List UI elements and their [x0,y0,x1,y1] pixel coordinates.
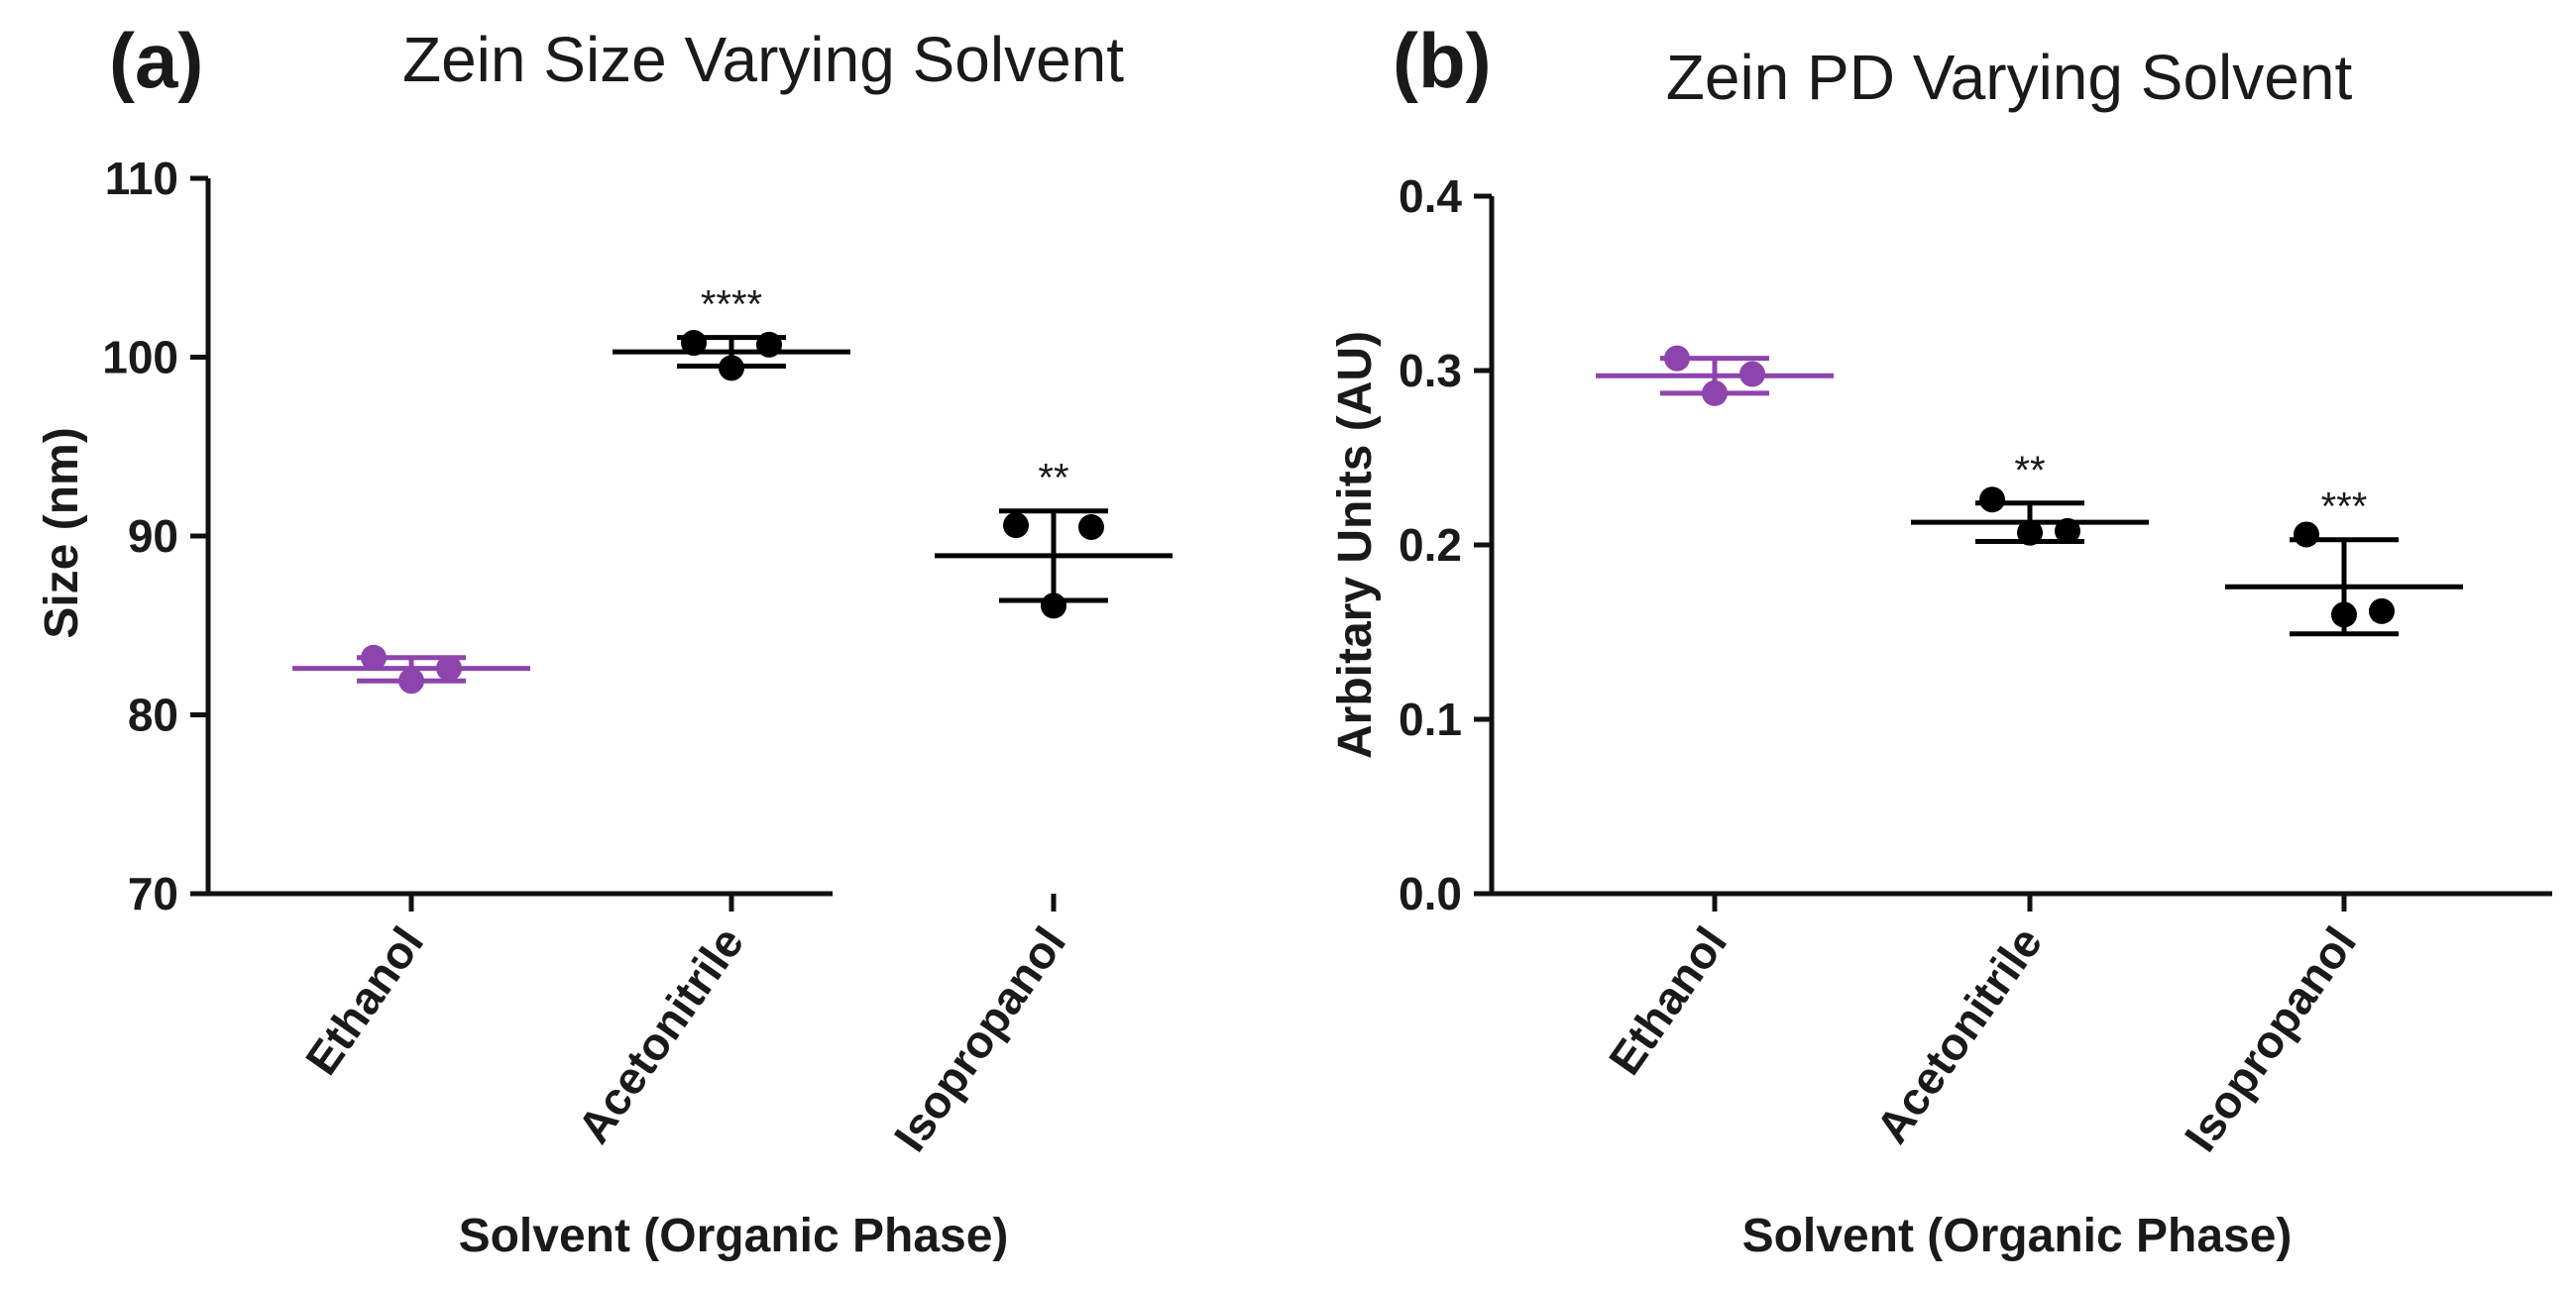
panel-b-data-point [2331,601,2357,628]
panel-a-x-axis-label: Solvent (Organic Phase) [459,1210,1009,1262]
panel-a-y-axis-label: Size (nm) [36,427,88,638]
panel-b-y-tick-label: 0.1 [1399,694,1462,745]
panel-b-y-axis-label: Arbitary Units (AU) [1329,331,1382,759]
panel-a-label: (a) [109,17,203,104]
panel-a-y-tick-label: 110 [105,153,178,204]
panel-a-y-tick-label: 100 [102,332,178,383]
panel-a-x-tick-label: Ethanol [295,917,433,1084]
panel-a-y-ticks: 70 80 90 100 110 [102,153,208,919]
panel-a-data-point [1041,592,1066,619]
panel-b-x-axis-label: Solvent (Organic Phase) [1742,1210,2293,1262]
panel-b-x-categories: Ethanol Acetonitrile Isopropanol [1599,894,2366,1160]
panel-b-data-point [1979,486,2005,513]
panel-b-significance-label: ** [2014,449,2045,492]
panel-a-significance-label: ** [1038,457,1068,500]
panel-b-y-ticks: 0.0 0.1 0.2 0.3 0.4 [1399,170,1492,919]
panel-a-data-point [361,644,387,671]
panel-b-data-point [1664,345,1690,372]
panel-b-x-tick-label: Acetonitrile [1865,917,2052,1152]
panel-a-x-tick-label: Isopropanol [884,917,1076,1160]
panel-a-y-tick-label: 90 [128,510,178,562]
panel-b-y-tick-label: 0.0 [1399,868,1462,919]
panel-b-y-tick-label: 0.4 [1399,170,1462,222]
panel-a-x-tick-label: Acetonitrile [567,917,753,1152]
panel-b-data-point [1702,379,1728,406]
panel-a-data-point [1078,513,1104,540]
panel-b-label: (b) [1393,17,1492,104]
panel-a-data-point [681,330,707,357]
panel-a-data-marks: ****** [292,283,1173,695]
panel-b-x-tick-label: Ethanol [1599,917,1736,1084]
panel-b-data-marks: ***** [1596,345,2463,637]
panel-a-significance-label: **** [701,283,762,327]
panel-b-data-point [2369,597,2395,624]
panel-a-data-point [398,668,424,695]
panel-b-title: Zein PD Varying Solvent [1666,42,2353,113]
panel-b-y-tick-label: 0.2 [1399,519,1462,571]
panel-a-y-tick-label: 70 [128,868,178,919]
panel-a-size: (a) Zein Size Varying Solvent Size (nm) … [36,17,1173,1262]
panel-a-y-tick-label: 80 [128,690,178,741]
panel-b-data-point [2294,521,2319,548]
panel-a-data-point [719,355,744,381]
panel-b-x-tick-label: Isopropanol [2175,917,2367,1160]
panel-b-data-point [2017,519,2043,546]
panel-b-axes [1489,196,2552,897]
panel-b-y-tick-label: 0.3 [1399,345,1462,396]
panel-b-significance-label: *** [2321,485,2368,529]
panel-b-pd: (b) Zein PD Varying Solvent Arbitary Uni… [1329,17,2552,1262]
panel-a-title: Zein Size Varying Solvent [402,24,1124,95]
panel-a-data-point [1003,512,1029,539]
panel-a-x-categories: Ethanol Acetonitrile Isopropanol [295,894,1075,1160]
